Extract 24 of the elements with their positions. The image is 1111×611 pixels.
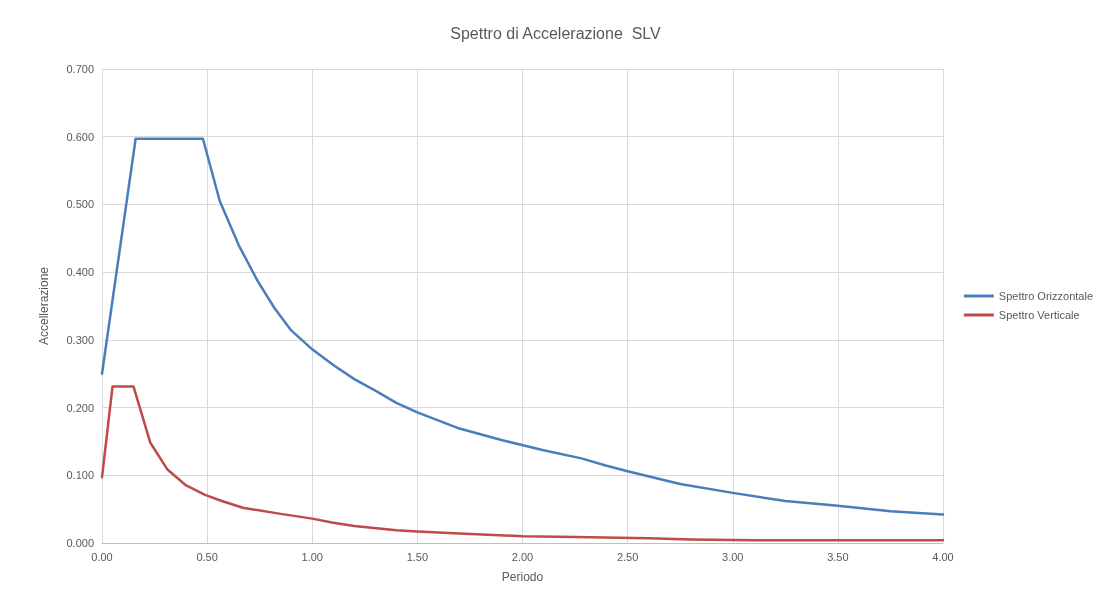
x-tick-label: 3.50 [827, 550, 849, 563]
line-series [100, 385, 945, 542]
y-tick-label: 0.100 [66, 469, 94, 482]
y-axis-title: Accellerazione [37, 266, 51, 346]
y-tick-label: 0.000 [66, 537, 94, 549]
y-tick-label: 0.300 [66, 333, 94, 346]
chart-title: Spettro di Accelerazione SLV [450, 24, 662, 42]
y-tick-label: 0.600 [66, 130, 94, 143]
y-tick-label: 0.400 [66, 266, 94, 279]
x-tick-label: 2.00 [511, 550, 534, 563]
x-tick-label: 2.50 [616, 550, 639, 563]
x-axis-title: Periodo [501, 570, 544, 584]
x-tick-label: 4.00 [932, 550, 954, 563]
x-tick-label: 0.50 [196, 550, 218, 563]
y-tick-label: 0.700 [66, 63, 94, 75]
legend-label: Spettro Verticale [998, 309, 1080, 321]
x-tick-label: 1.00 [301, 550, 323, 563]
x-tick-label: 1.50 [406, 550, 429, 563]
legend-label: Spettro Orizzontale [998, 290, 1093, 302]
y-tick-label: 0.200 [66, 401, 94, 414]
y-tick-label: 0.500 [66, 198, 94, 211]
x-tick-label: 0.00 [91, 550, 113, 563]
x-tick-label: 3.00 [722, 550, 744, 563]
line-series [100, 137, 945, 516]
